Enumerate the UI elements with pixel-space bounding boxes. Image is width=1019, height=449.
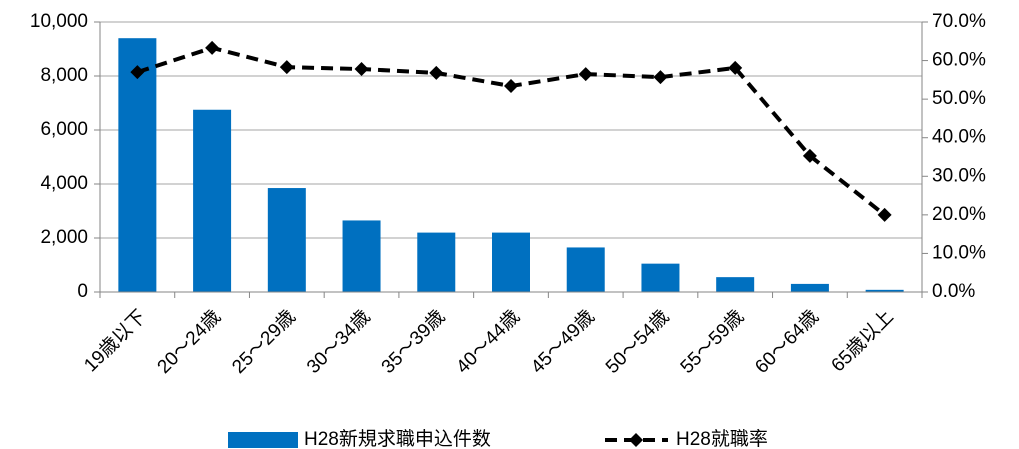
y2-tick-label: 60.0%	[932, 50, 986, 71]
bar	[267, 188, 306, 292]
line-marker	[578, 67, 593, 82]
line-marker	[354, 62, 369, 77]
y-tick-label: 4,000	[40, 173, 88, 194]
y2-tick-label: 70.0%	[932, 11, 986, 32]
x-tick-label: 50～54歳	[601, 306, 673, 378]
y2-tick-label: 50.0%	[932, 88, 986, 109]
y2-tick-label: 30.0%	[932, 165, 986, 186]
line-marker	[802, 148, 817, 163]
y-tick-label: 2,000	[40, 227, 88, 248]
bar	[342, 220, 381, 292]
bar	[566, 247, 605, 292]
line-marker	[130, 65, 145, 80]
x-tick-label: 55～59歳	[676, 306, 748, 378]
line	[136, 45, 886, 217]
legend-marker	[629, 433, 643, 447]
bar	[492, 232, 530, 292]
y-tick-label: 0	[77, 281, 88, 302]
line-marker	[728, 60, 743, 75]
x-tick-label: 45～49歳	[526, 306, 598, 378]
line-marker	[429, 65, 444, 80]
bar	[417, 232, 456, 292]
line-marker	[504, 79, 518, 94]
y2-tick-label: 0.0%	[932, 281, 975, 302]
bar	[716, 277, 755, 292]
x-tick-label: 60～64歳	[751, 306, 823, 378]
x-tick-label: 30～34歳	[302, 306, 374, 378]
y-tick-label: 8,000	[40, 65, 88, 86]
x-tick-label: 40～44歳	[452, 306, 524, 378]
x-tick-label: 35～39歳	[377, 306, 449, 378]
legend-label: H28就職率	[676, 428, 768, 449]
line-marker	[205, 40, 220, 55]
x-tick-label: 19歳以下	[80, 306, 151, 377]
line-marker	[279, 60, 294, 75]
y-tick-label: 10,000	[30, 11, 88, 32]
bar	[790, 283, 829, 292]
y2-tick-label: 10.0%	[932, 242, 986, 263]
bar	[641, 263, 680, 292]
y2-tick-label: 20.0%	[932, 204, 986, 225]
x-tick-label: 65歳以上	[827, 306, 898, 377]
line-marker	[877, 207, 892, 222]
legend-swatch	[228, 432, 298, 448]
x-tick-label: 25～29歳	[228, 306, 300, 378]
bar	[193, 109, 232, 292]
line-marker	[653, 70, 668, 85]
x-tick-label: 20～24歳	[153, 306, 225, 378]
bar	[865, 289, 904, 292]
y-tick-label: 6,000	[40, 119, 88, 140]
y2-tick-label: 40.0%	[932, 127, 986, 148]
bar	[118, 38, 157, 293]
legend-label: H28新規求職申込件数	[304, 428, 491, 449]
